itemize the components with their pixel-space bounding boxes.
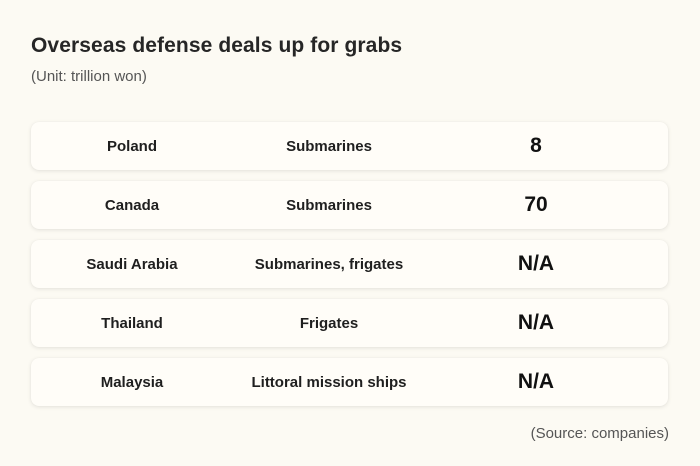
value-cell: N/A: [517, 311, 555, 334]
value-cell: N/A: [517, 370, 555, 393]
table-row: Thailand Frigates N/A: [31, 299, 668, 347]
table-row: Canada Submarines 70: [31, 181, 668, 229]
vessel-cell: Littoral mission ships: [251, 373, 407, 391]
value-cell: 8: [530, 134, 542, 157]
value-cell: 70: [524, 193, 548, 216]
deals-table: Poland Submarines 8 Canada Submarines 70…: [31, 122, 668, 417]
vessel-cell: Submarines: [286, 196, 372, 214]
vessel-cell: Submarines: [286, 137, 372, 155]
source-note: (Source: companies): [530, 425, 669, 442]
table-row: Saudi Arabia Submarines, frigates N/A: [31, 240, 668, 288]
vessel-cell: Frigates: [299, 314, 359, 332]
country-cell: Thailand: [101, 314, 163, 332]
value-cell: N/A: [517, 252, 555, 275]
country-cell: Poland: [106, 137, 157, 155]
table-row: Poland Submarines 8: [31, 122, 668, 170]
table-row: Malaysia Littoral mission ships N/A: [31, 358, 668, 406]
country-cell: Saudi Arabia: [86, 255, 178, 273]
page-title: Overseas defense deals up for grabs: [31, 34, 403, 57]
country-cell: Malaysia: [100, 373, 164, 391]
country-cell: Canada: [104, 196, 160, 214]
vessel-cell: Submarines, frigates: [254, 255, 404, 273]
unit-subtitle: (Unit: trillion won): [31, 68, 147, 85]
